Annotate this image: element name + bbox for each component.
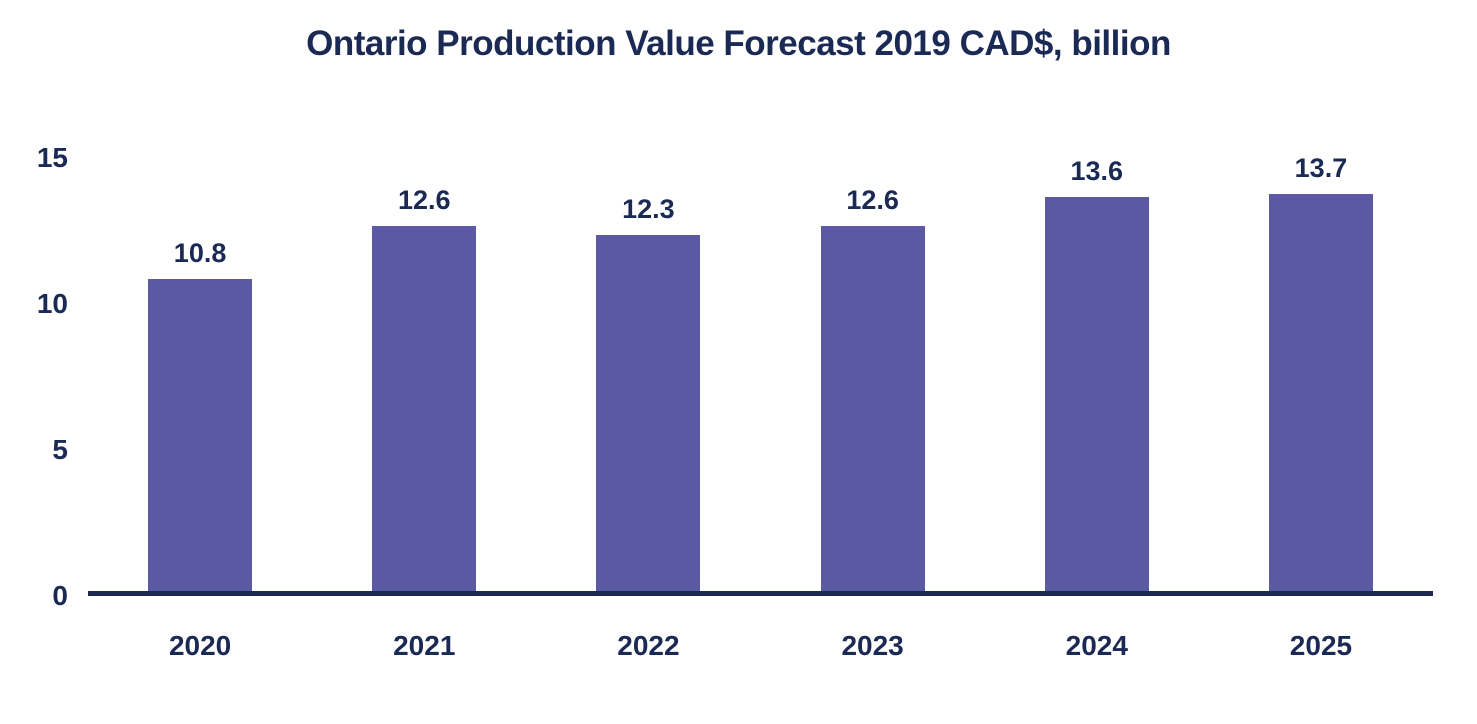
y-axis: 0 5 10 15 [0, 144, 72, 610]
x-tick-label-2024: 2024 [1065, 630, 1128, 661]
x-tick-label-2025: 2025 [1289, 630, 1353, 661]
chart-title: Ontario Production Value Forecast 2019 C… [306, 24, 1171, 63]
x-axis: 2020 2021 2022 2023 2024 2025 [88, 630, 1433, 662]
bar-slot-2023: 12.6 [761, 158, 985, 596]
x-axis-line [88, 591, 1433, 596]
x-tick-label-2021: 2021 [393, 630, 456, 661]
x-tick-label-2022: 2022 [617, 630, 680, 661]
bar-2024 [1044, 197, 1149, 594]
bar-series: 10.8 12.6 12.3 12.6 13.6 13.7 [88, 153, 1433, 596]
y-tick-label: 0 [52, 580, 68, 611]
bar-slot-2020: 10.8 [88, 158, 312, 596]
bar-value-label: 12.6 [846, 185, 899, 215]
bar-2022 [596, 235, 701, 594]
bar-2023 [820, 226, 925, 594]
bar-value-label: 12.3 [622, 194, 675, 224]
bar-slot-2025: 13.7 [1209, 153, 1433, 596]
x-tick-label-2020: 2020 [168, 630, 232, 661]
bar-value-label: 13.6 [1070, 156, 1124, 186]
bar-2021 [372, 226, 477, 594]
y-tick-label: 5 [52, 434, 68, 465]
y-tick-label: 15 [36, 142, 68, 173]
bar-value-label: 10.8 [173, 238, 227, 268]
y-tick-label: 10 [36, 288, 68, 319]
bar-slot-2024: 13.6 [985, 158, 1209, 596]
bar-2025 [1268, 194, 1373, 594]
plot-area: 10.8 12.6 12.3 12.6 13.6 13.7 [88, 153, 1433, 596]
bar-2020 [148, 279, 253, 594]
x-tick-label-2023: 2023 [841, 630, 904, 661]
bar-value-label: 13.7 [1294, 153, 1348, 183]
bar-slot-2022: 12.3 [536, 158, 760, 596]
bar-slot-2021: 12.6 [312, 158, 536, 596]
bar-value-label: 12.6 [397, 185, 451, 215]
